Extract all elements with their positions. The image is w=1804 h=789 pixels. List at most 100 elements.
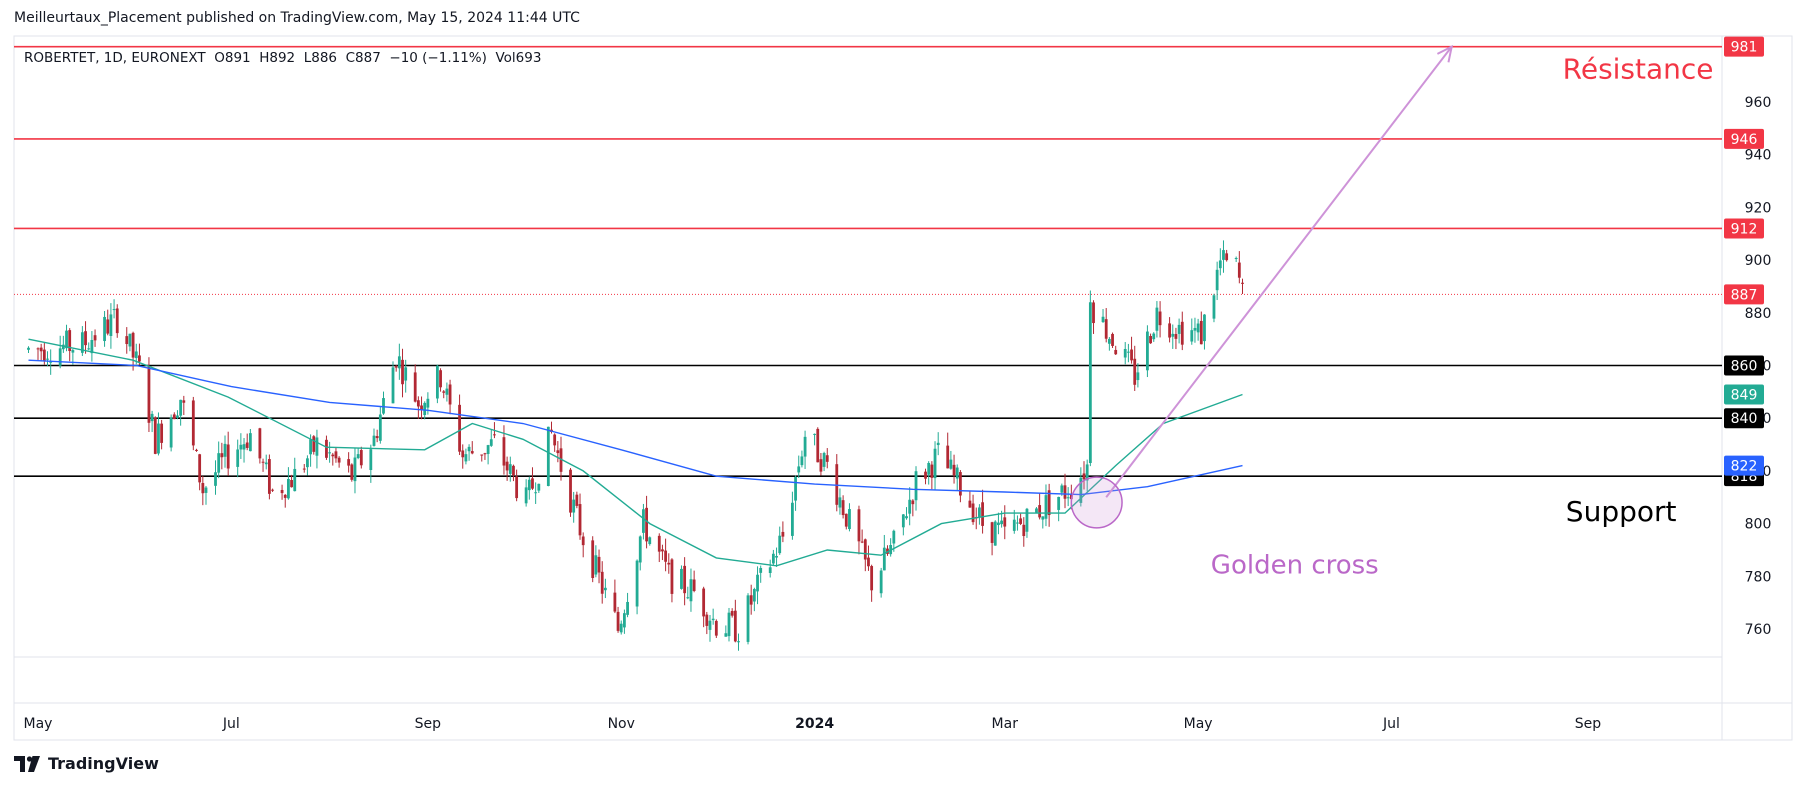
candle: [524, 479, 528, 507]
price-tick-label: 960: [1745, 95, 1772, 111]
candle: [416, 396, 420, 419]
annotation-r-sistance[interactable]: Résistance: [1563, 52, 1714, 85]
candle: [771, 549, 775, 566]
candle: [623, 609, 626, 634]
candle: [1082, 461, 1086, 490]
candle: [515, 469, 519, 502]
candle: [737, 633, 740, 651]
candle: [486, 444, 490, 465]
candle: [1225, 249, 1229, 262]
candle: [226, 431, 230, 476]
time-tick-label: May: [24, 716, 53, 732]
candle: [109, 303, 113, 349]
candle: [1088, 290, 1092, 467]
candle: [458, 394, 461, 456]
trend-arrow[interactable]: [1105, 46, 1453, 498]
tradingview-brand[interactable]: TradingView: [14, 754, 159, 773]
candle: [990, 521, 994, 556]
candle: [312, 435, 316, 455]
time-tick-label: Jul: [222, 716, 240, 732]
candle: [201, 475, 205, 506]
candle: [724, 625, 728, 637]
candle: [46, 351, 49, 367]
candle: [867, 545, 870, 571]
candle: [1146, 325, 1149, 378]
candle: [949, 450, 953, 470]
candle: [930, 461, 934, 490]
candle: [711, 608, 715, 625]
candle: [534, 482, 538, 504]
price-tick-label: 920: [1745, 200, 1772, 216]
candle: [1101, 309, 1105, 323]
candle: [1174, 327, 1178, 350]
candle: [613, 579, 617, 614]
candle: [756, 566, 759, 605]
candle: [952, 454, 956, 484]
candle: [1149, 333, 1152, 344]
price-badge-887: 887: [1724, 284, 1764, 305]
price-tick-label: 940: [1745, 148, 1772, 164]
candle: [648, 536, 652, 546]
candle: [248, 428, 252, 452]
time-axis[interactable]: May Jul Sep Nov 2024 Mar May Jul Sep: [24, 716, 1602, 732]
svg-text:840: 840: [1731, 411, 1758, 427]
golden-cross-circle[interactable]: [1070, 476, 1123, 529]
candle: [1133, 345, 1137, 391]
candle: [1016, 515, 1019, 531]
candle: [435, 364, 439, 404]
candle: [1171, 324, 1175, 349]
candle: [328, 441, 332, 463]
candle: [1193, 317, 1197, 343]
candle: [467, 444, 471, 461]
candle: [908, 487, 912, 526]
candle: [1126, 343, 1130, 363]
svg-text:912: 912: [1731, 221, 1758, 237]
candle: [591, 536, 595, 583]
candle: [546, 426, 550, 487]
candle: [470, 441, 474, 455]
candle: [841, 495, 845, 519]
candle: [825, 448, 829, 469]
candle: [1234, 256, 1238, 263]
candle: [372, 428, 376, 447]
candle: [955, 464, 959, 491]
candle: [759, 565, 763, 583]
candle: [600, 561, 604, 604]
candle: [1203, 314, 1206, 350]
price-tick-label: 880: [1745, 306, 1772, 322]
candle: [179, 399, 183, 426]
candle: [1041, 516, 1045, 529]
candle: [401, 348, 404, 398]
level-lines-layer: [14, 45, 1722, 477]
candle: [569, 467, 572, 517]
level-badge-946: 946: [1724, 128, 1764, 149]
candle: [442, 390, 446, 399]
annotation-golden-cross[interactable]: Golden cross: [1211, 551, 1379, 581]
candle: [1212, 293, 1216, 323]
candle: [981, 489, 984, 534]
candle: [686, 586, 690, 600]
candle: [217, 441, 221, 479]
symbol-info-bar: ROBERTET, 1D, EURONEXT O891 H892 L886 C8…: [24, 50, 542, 66]
candle: [356, 448, 360, 460]
candle: [822, 451, 826, 472]
candle: [106, 309, 110, 336]
candle: [714, 619, 718, 638]
candle: [1177, 318, 1181, 344]
candle: [946, 432, 950, 469]
candle: [1092, 300, 1095, 334]
candle: [1022, 517, 1026, 547]
level-badge-912: 912: [1724, 218, 1764, 239]
candle: [1066, 487, 1070, 507]
candle: [733, 599, 737, 643]
candle: [147, 357, 151, 432]
candle: [924, 468, 927, 485]
candle: [172, 412, 176, 420]
annotation-support[interactable]: Support: [1566, 495, 1677, 528]
candle: [968, 491, 972, 508]
tradingview-logo-icon: [14, 755, 40, 772]
candle: [128, 333, 132, 352]
candle: [527, 476, 531, 500]
candle: [1215, 261, 1219, 301]
